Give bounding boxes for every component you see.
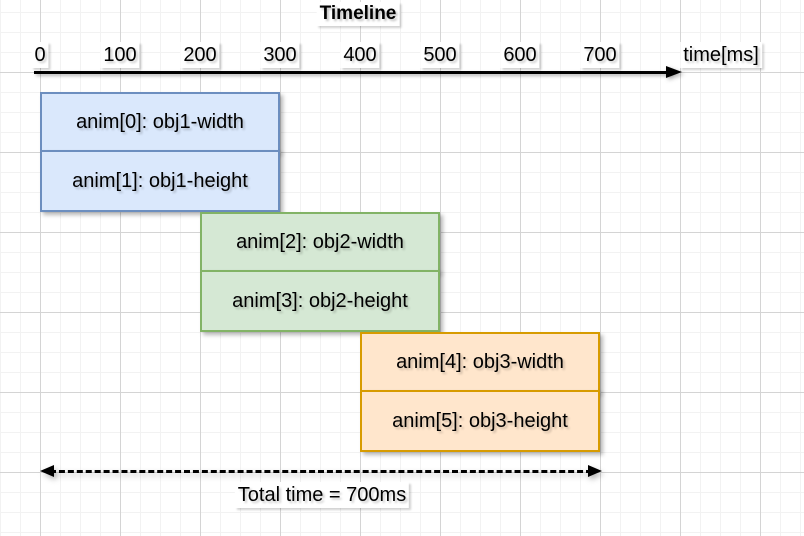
axis-unit-label: time[ms] xyxy=(680,42,762,68)
axis-tick-label-400: 400 xyxy=(340,42,380,68)
timeline-bar-anim-2[interactable]: anim[2]: obj2-width xyxy=(200,212,440,272)
total-time-left-arrowhead-icon xyxy=(40,465,54,477)
timeline-bar-anim-4[interactable]: anim[4]: obj3-width xyxy=(360,332,600,392)
total-time-right-arrowhead-icon xyxy=(588,465,602,477)
axis-tick-label-700: 700 xyxy=(580,42,620,68)
timeline-bar-anim-0[interactable]: anim[0]: obj1-width xyxy=(40,92,280,152)
axis-tick-label-300: 300 xyxy=(260,42,300,68)
axis-tick-label-0: 0 xyxy=(31,42,49,68)
axis-tick-label-600: 600 xyxy=(500,42,540,68)
timeline-bar-anim-5[interactable]: anim[5]: obj3-height xyxy=(360,390,600,452)
diagram-title: Timeline xyxy=(316,2,400,26)
axis-tick-label-100: 100 xyxy=(100,42,140,68)
total-time-label: Total time = 700ms xyxy=(234,482,410,508)
axis-tick-label-200: 200 xyxy=(180,42,220,68)
axis-arrowhead-icon xyxy=(666,66,682,78)
total-time-dashed-line xyxy=(50,470,592,473)
time-axis-line xyxy=(34,71,670,74)
timeline-bar-anim-1[interactable]: anim[1]: obj1-height xyxy=(40,150,280,212)
timeline-bar-anim-3[interactable]: anim[3]: obj2-height xyxy=(200,270,440,332)
axis-tick-label-500: 500 xyxy=(420,42,460,68)
